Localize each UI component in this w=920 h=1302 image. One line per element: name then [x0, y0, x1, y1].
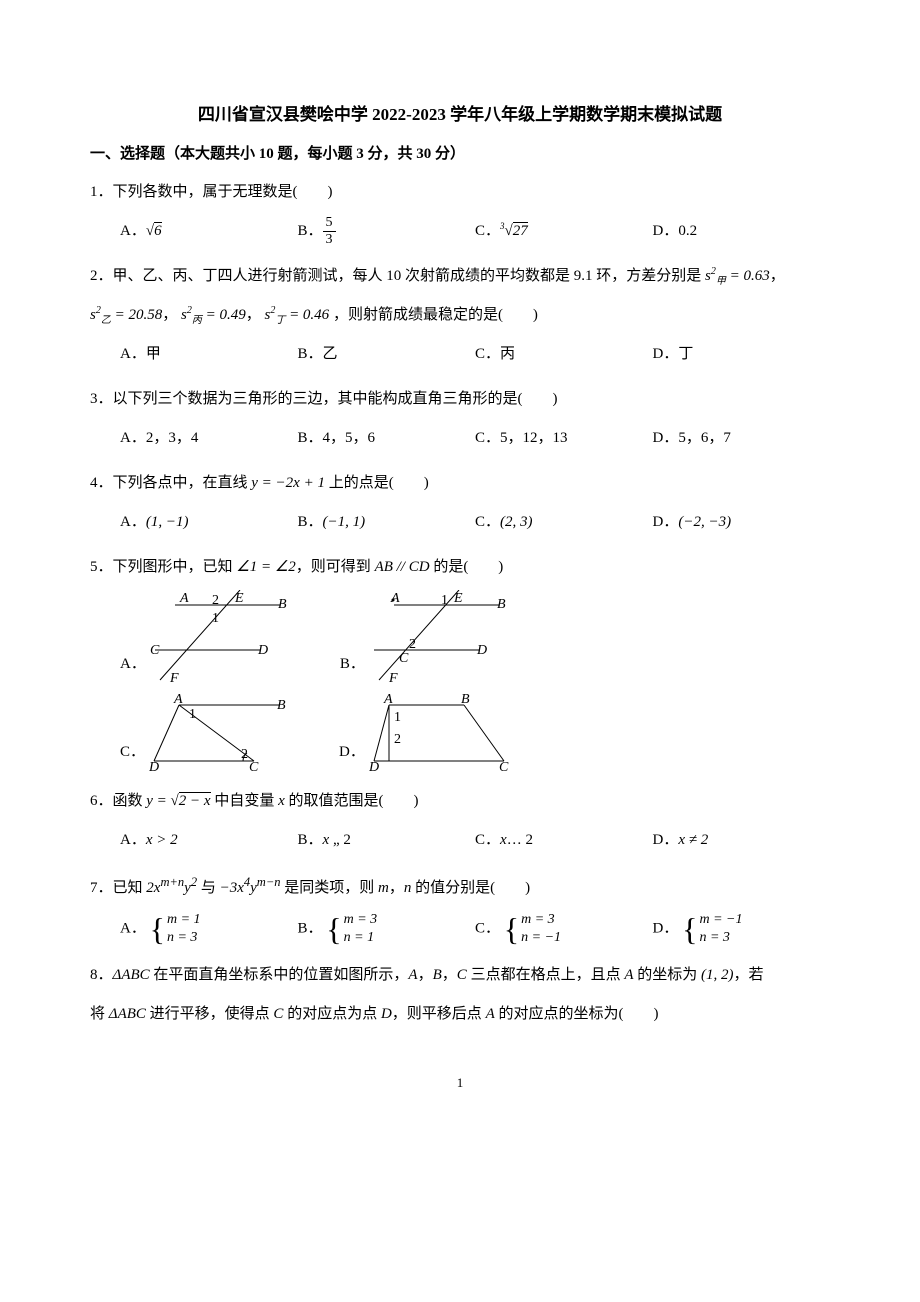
q5-label-a: A．: [120, 648, 146, 681]
svg-text:B: B: [278, 597, 287, 612]
page-number: 1: [90, 1071, 830, 1094]
q3-option-c: C．5，12，13: [475, 422, 653, 455]
svg-text:C: C: [150, 643, 160, 658]
svg-text:D: D: [257, 643, 268, 658]
q5-label-c: C．: [120, 736, 145, 769]
svg-text:A: A: [390, 591, 400, 606]
q5-diagram-b: A B C D E F 1 2: [369, 590, 519, 685]
q5-diagram-d: A B D C 1 2: [369, 693, 519, 773]
question-8: 8．ΔABC 在平面直角坐标系中的位置如图所示，A，B，C 三点都在格点上，且点…: [90, 959, 830, 1031]
q8-line2: 将 ΔABC 进行平移，使得点 C 的对应点为点 D，则平移后点 A 的对应点的…: [90, 998, 830, 1031]
svg-text:A: A: [383, 693, 393, 707]
q1-option-d: D．0.2: [653, 215, 831, 248]
svg-text:2: 2: [394, 732, 401, 747]
svg-text:F: F: [169, 671, 179, 685]
q2-line1: 2．甲、乙、丙、丁四人进行射箭测试，每人 10 次射箭成绩的平均数都是 9.1 …: [90, 260, 830, 293]
q6-option-b: B．x „ 2: [298, 824, 476, 857]
q7-option-c: C． {m = 3n = −1: [475, 911, 653, 947]
q1-text: 1．下列各数中，属于无理数是( ): [90, 176, 830, 209]
q1-option-c: C．3√27: [475, 215, 653, 248]
svg-text:1: 1: [394, 710, 401, 725]
q3-option-d: D．5，6，7: [653, 422, 831, 455]
svg-text:B: B: [461, 693, 470, 707]
svg-text:E: E: [453, 591, 463, 606]
q6-option-c: C．x… 2: [475, 824, 653, 857]
svg-text:A: A: [179, 591, 189, 606]
question-5: 5．下列图形中，已知 ∠1 = ∠2，则可得到 AB // CD 的是( ) A…: [90, 551, 830, 773]
svg-text:1: 1: [441, 593, 448, 608]
exam-title: 四川省宣汉县樊哙中学 2022-2023 学年八年级上学期数学期末模拟试题: [90, 100, 830, 131]
q5-diagram-a: A B C D E F 2 1: [150, 590, 300, 685]
q1-option-a: A．√6: [120, 215, 298, 248]
q4-option-c: C．(2, 3): [475, 506, 653, 539]
q4-option-d: D．(−2, −3): [653, 506, 831, 539]
q5-option-c-wrapper: C． A B D C 1 2: [120, 693, 299, 773]
q2-option-a: A．甲: [120, 338, 298, 371]
svg-text:F: F: [388, 671, 398, 685]
q8-line1: 8．ΔABC 在平面直角坐标系中的位置如图所示，A，B，C 三点都在格点上，且点…: [90, 959, 830, 992]
section-1-header: 一、选择题（本大题共小 10 题，每小题 3 分，共 30 分）: [90, 141, 830, 168]
q4-option-b: B．(−1, 1): [298, 506, 476, 539]
q5-option-b-wrapper: B． A B C D E F 1 2: [340, 590, 519, 685]
svg-text:B: B: [277, 698, 286, 713]
svg-text:B: B: [497, 597, 506, 612]
question-7: 7．已知 2xm+ny2 与 −3x4ym−n 是同类项，则 m，n 的值分别是…: [90, 869, 830, 947]
svg-text:C: C: [499, 760, 509, 773]
svg-text:A: A: [173, 693, 183, 707]
svg-text:D: D: [369, 760, 379, 773]
q3-option-b: B．4，5，6: [298, 422, 476, 455]
q7-option-a: A． {m = 1n = 3: [120, 911, 298, 947]
q4-option-a: A．(1, −1): [120, 506, 298, 539]
svg-text:C: C: [249, 760, 259, 773]
svg-text:2: 2: [212, 593, 219, 608]
q5-label-d: D．: [339, 736, 365, 769]
q3-option-a: A．2，3，4: [120, 422, 298, 455]
q2-option-c: C．丙: [475, 338, 653, 371]
question-6: 6．函数 y = √2 − x 中自变量 x 的取值范围是( ) A．x > 2…: [90, 785, 830, 857]
question-2: 2．甲、乙、丙、丁四人进行射箭测试，每人 10 次射箭成绩的平均数都是 9.1 …: [90, 260, 830, 371]
q5-text: 5．下列图形中，已知 ∠1 = ∠2，则可得到 AB // CD 的是( ): [90, 551, 830, 584]
q3-text: 3．以下列三个数据为三角形的三边，其中能构成直角三角形的是( ): [90, 383, 830, 416]
svg-text:E: E: [234, 591, 244, 606]
q6-option-d: D．x ≠ 2: [653, 824, 831, 857]
q2-option-d: D．丁: [653, 338, 831, 371]
q7-option-d: D． {m = −1n = 3: [653, 911, 831, 947]
question-3: 3．以下列三个数据为三角形的三边，其中能构成直角三角形的是( ) A．2，3，4…: [90, 383, 830, 455]
q1-option-b: B．53: [298, 215, 476, 248]
svg-text:2: 2: [241, 747, 248, 762]
q6-text: 6．函数 y = √2 − x 中自变量 x 的取值范围是( ): [90, 785, 830, 818]
q2-line2: s2乙 = 20.58， s2丙 = 0.49， s2丁 = 0.46 ，则射箭…: [90, 299, 830, 332]
q5-option-a-wrapper: A． A B C D E F 2 1: [120, 590, 300, 685]
svg-text:2: 2: [409, 637, 416, 652]
q5-diagram-c: A B D C 1 2: [149, 693, 299, 773]
q2-option-b: B．乙: [298, 338, 476, 371]
question-4: 4．下列各点中，在直线 y = −2x + 1 上的点是( ) A．(1, −1…: [90, 467, 830, 539]
svg-text:1: 1: [189, 707, 196, 722]
svg-text:D: D: [149, 760, 159, 773]
q7-text: 7．已知 2xm+ny2 与 −3x4ym−n 是同类项，则 m，n 的值分别是…: [90, 869, 830, 905]
q6-option-a: A．x > 2: [120, 824, 298, 857]
question-1: 1．下列各数中，属于无理数是( ) A．√6 B．53 C．3√27 D．0.2: [90, 176, 830, 248]
q5-label-b: B．: [340, 648, 365, 681]
svg-text:C: C: [399, 651, 409, 666]
q7-option-b: B． {m = 3n = 1: [298, 911, 476, 947]
q4-text: 4．下列各点中，在直线 y = −2x + 1 上的点是( ): [90, 467, 830, 500]
svg-text:1: 1: [212, 611, 219, 626]
q5-option-d-wrapper: D． A B D C 1 2: [339, 693, 519, 773]
svg-text:D: D: [476, 643, 487, 658]
